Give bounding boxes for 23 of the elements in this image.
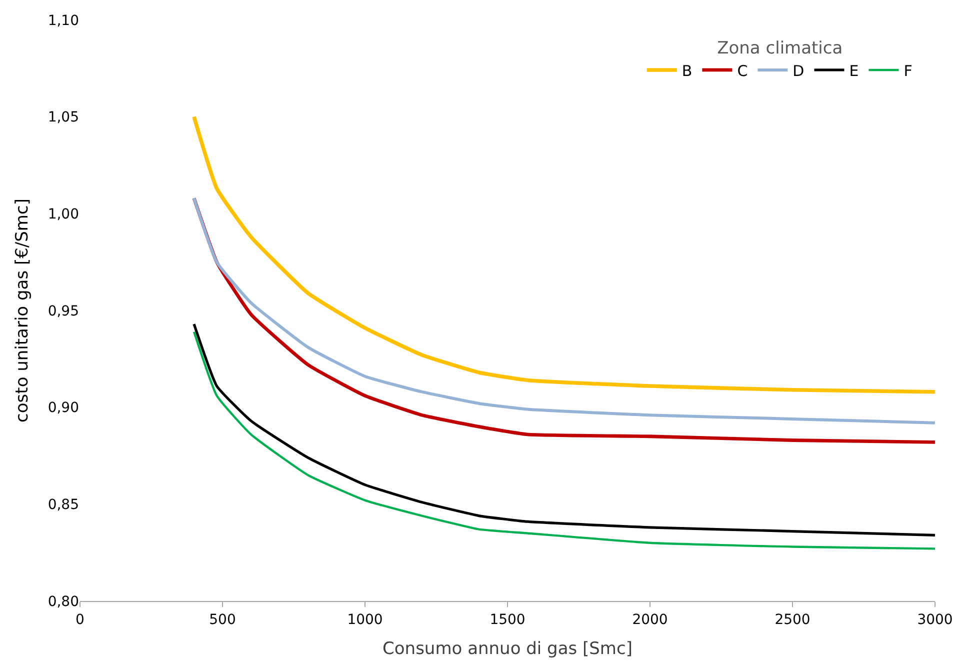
x-tick-label: 0 (76, 612, 84, 628)
legend-label: E (849, 62, 859, 80)
y-tick-label: 1,10 (48, 12, 79, 29)
y-tick-label: 1,05 (48, 110, 79, 126)
x-tick-label: 500 (209, 612, 236, 628)
y-tick-label: 0,95 (48, 303, 79, 320)
x-axis-title: Consumo annuo di gas [Smc] (382, 639, 632, 660)
y-axis-title: costo unitario gas [€/Smc] (12, 198, 32, 422)
x-tick-label: 1000 (347, 612, 383, 628)
y-tick-label: 0,90 (48, 400, 79, 416)
legend-label: B (682, 62, 692, 80)
legend-label: F (904, 62, 912, 80)
legend-label: C (737, 62, 748, 80)
y-tick-label: 0,80 (48, 594, 79, 610)
line-series (192, 114, 935, 394)
x-tick-label: 1500 (490, 612, 526, 628)
legend-title: Zona climatica (717, 38, 843, 59)
x-tick-label: 2000 (632, 612, 668, 628)
x-tick-label: 2500 (774, 612, 810, 628)
x-tick-label: 3000 (917, 612, 953, 628)
y-tick-label: 1,00 (48, 206, 79, 223)
legend-label: D (792, 62, 804, 80)
y-tick-label: 0,85 (48, 497, 79, 514)
